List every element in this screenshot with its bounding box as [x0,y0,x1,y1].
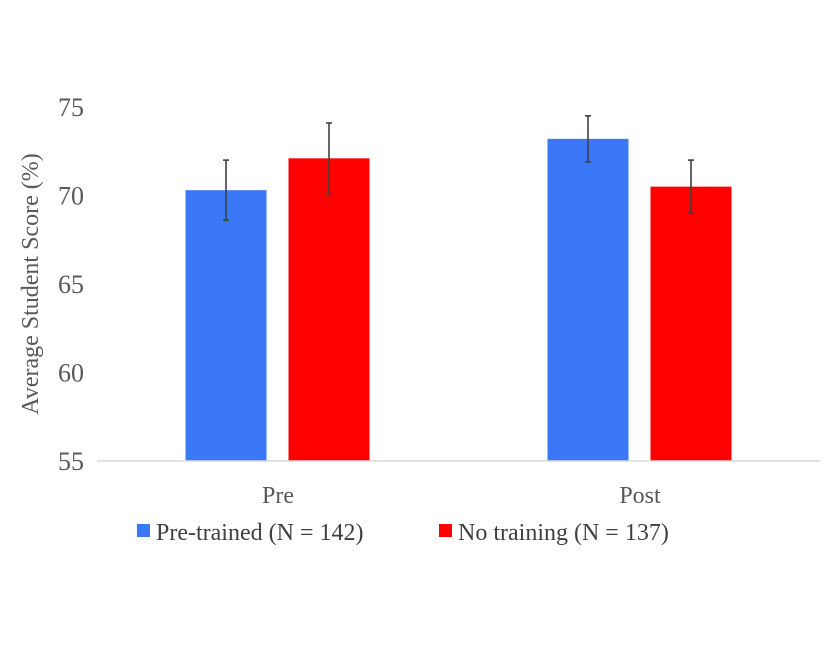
y-tick-label: 55 [58,447,84,476]
y-tick-label: 70 [58,182,84,211]
y-axis-title: Average Student Score (%) [18,153,44,414]
y-tick-label: 75 [58,93,84,122]
error-bars-layer [223,115,694,222]
y-tick-label: 60 [58,359,84,388]
legend-swatch [137,524,150,537]
legend-item: No training (N = 137) [439,520,669,546]
bar [650,186,732,461]
bar [185,190,267,461]
legend-swatch [439,524,452,537]
error-bar [688,159,694,214]
error-bar [585,115,591,163]
bar [288,158,370,461]
x-category-labels: Pre Post [262,483,661,509]
x-category-label: Pre [262,483,294,509]
legend-item: Pre-trained (N = 142) [137,520,363,546]
error-bar [223,159,229,222]
bars-layer [185,138,732,462]
legend-label: No training (N = 137) [458,520,669,546]
error-bar [326,122,332,195]
legend: Pre-trained (N = 142) No training (N = 13… [137,520,669,546]
bar [547,138,629,462]
y-tick-labels: 55 60 65 70 75 [58,93,84,476]
legend-label: Pre-trained (N = 142) [156,520,363,546]
y-tick-label: 65 [58,270,84,299]
x-category-label: Post [619,483,661,509]
